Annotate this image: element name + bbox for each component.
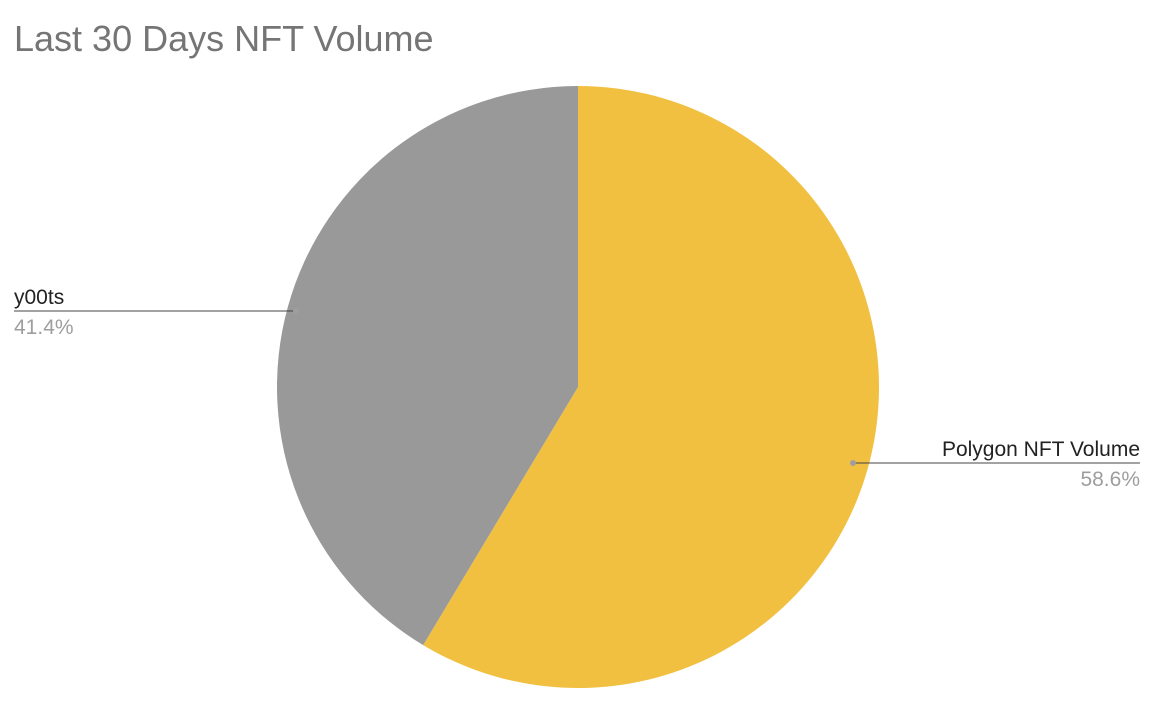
slice-label-percent: 58.6% [1080, 468, 1140, 491]
pie-slices [276, 86, 879, 688]
slice-label-name: y00ts [14, 286, 64, 309]
leader-dot [850, 460, 856, 466]
pie-labels: Polygon NFT Volume 58.6% y00ts 41.4% [14, 286, 1140, 491]
chart-title: Last 30 Days NFT Volume [14, 18, 434, 59]
leader-dot [293, 308, 299, 314]
pie-slice-y00ts [276, 86, 578, 646]
slice-label-percent: 41.4% [14, 316, 74, 339]
slice-label-name: Polygon NFT Volume [942, 438, 1140, 461]
pie-slice-polygon-nft-volume [423, 86, 879, 688]
